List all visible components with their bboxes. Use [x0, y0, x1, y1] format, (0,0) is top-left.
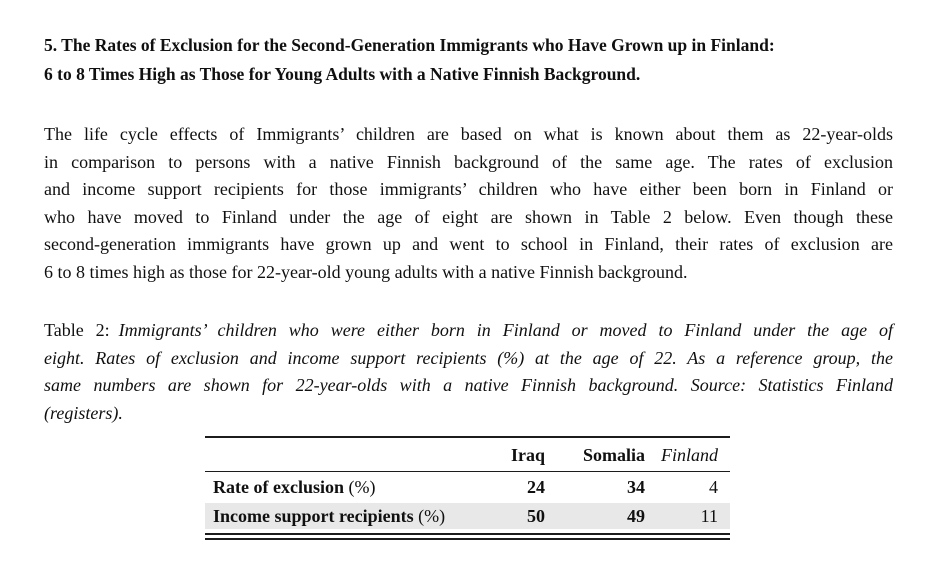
row-label-text: Income support recipients	[213, 505, 414, 526]
row-label: Rate of exclusion (%)	[205, 477, 495, 498]
text-line: 5. The Rates of Exclusion for the Second…	[44, 35, 775, 55]
caption-first-line: Table 2: Immigrants’ children who were ei…	[44, 317, 893, 345]
row-label-text: Rate of exclusion	[213, 477, 344, 497]
text-line: same numbers are shown for 22-year-olds …	[44, 375, 893, 395]
cell-exclusion-somalia: 34	[627, 477, 645, 497]
text-line: and income support recipients for those …	[44, 179, 893, 199]
text-line: 6 to 8 times high as those for 22-year-o…	[44, 261, 688, 282]
text-line: second-generation immigrants have grown …	[44, 234, 893, 254]
row-label: Income support recipients (%)	[205, 506, 495, 527]
cell-income-finland: 11	[700, 505, 718, 526]
table-row-income-support: Income support recipients (%) 50 49 11	[205, 503, 730, 529]
cell-income-somalia: 49	[627, 505, 645, 526]
column-header-iraq: Iraq	[510, 445, 545, 465]
text-line: in comparison to persons with a native F…	[44, 151, 893, 172]
cell-exclusion-finland: 4	[709, 477, 718, 497]
text-line: 6 to 8 Times High as Those for Young Adu…	[44, 64, 641, 84]
column-header-finland: Finland	[661, 445, 718, 465]
table-bottom-double-rule	[205, 533, 730, 540]
text-column: 5. The Rates of Exclusion for the Second…	[44, 31, 893, 540]
table-row-rate-of-exclusion: Rate of exclusion (%) 24 34 4	[205, 472, 730, 503]
body-paragraph: The life cycle effects of Immigrants’ ch…	[44, 121, 893, 286]
caption-text: Immigrants’ children who were either bor…	[118, 320, 894, 340]
caption-label: Table 2:	[44, 320, 110, 340]
row-label-suffix: (%)	[418, 505, 446, 526]
section-heading: 5. The Rates of Exclusion for the Second…	[44, 31, 893, 89]
text-line: who have moved to Finland under the age …	[44, 206, 893, 227]
row-label-suffix: (%)	[348, 477, 376, 497]
cell-exclusion-iraq: 24	[527, 477, 545, 497]
table-mid-rule	[205, 471, 730, 472]
text-line: The life cycle effects of Immigrants’ ch…	[44, 124, 893, 144]
text-line: (registers).	[44, 402, 123, 423]
table-caption: Table 2: Immigrants’ children who were ei…	[44, 317, 893, 427]
data-table: Iraq Somalia Finland Rate of exclusion (…	[205, 436, 730, 540]
column-header-somalia: Somalia	[582, 445, 645, 465]
cell-income-iraq: 50	[527, 505, 545, 526]
table-top-rule	[205, 436, 730, 438]
table-header-row: Iraq Somalia Finland	[205, 438, 730, 471]
text-line: eight. Rates of exclusion and income sup…	[44, 347, 893, 368]
